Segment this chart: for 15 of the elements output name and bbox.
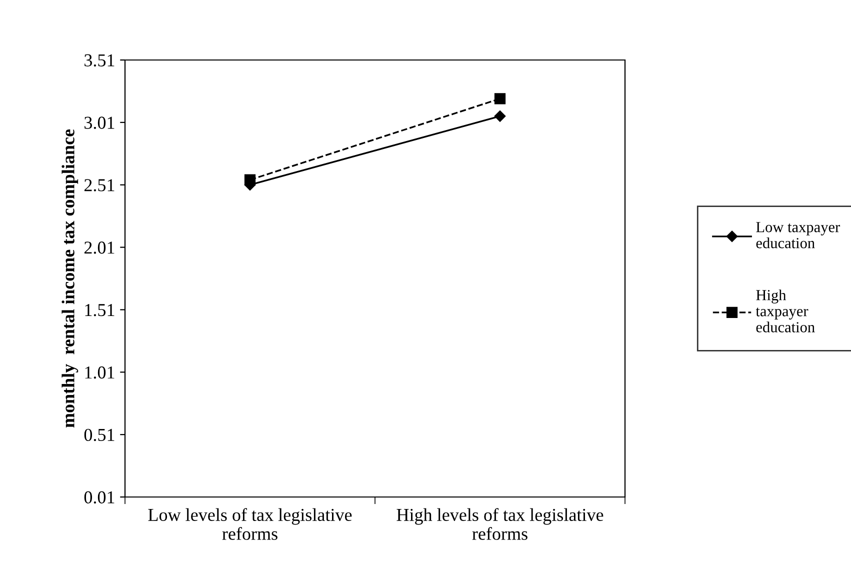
y-tick-label: 0.01 [84,491,114,504]
legend-label: Low taxpayer education [756,222,840,248]
y-tick-label: 1.01 [85,366,114,379]
y-tick-label: 0.51 [84,428,114,442]
y-tick-label: 2.51 [84,179,114,192]
y-tick-label: 3.51 [84,54,114,67]
x-tick-label: High levels of tax legislative reforms [396,508,604,540]
y-tick-label: 1.51 [85,304,114,316]
y-axis-title: monthly rental income tax compliance [62,129,78,428]
point [494,110,506,122]
x-tick-label: Low levels of tax legislative reforms [148,508,352,540]
y-tick-label: 2.01 [84,242,114,254]
y-tick-label: 3.01 [84,116,114,129]
legend-label: High taxpayer education [756,290,815,332]
point [494,93,506,104]
